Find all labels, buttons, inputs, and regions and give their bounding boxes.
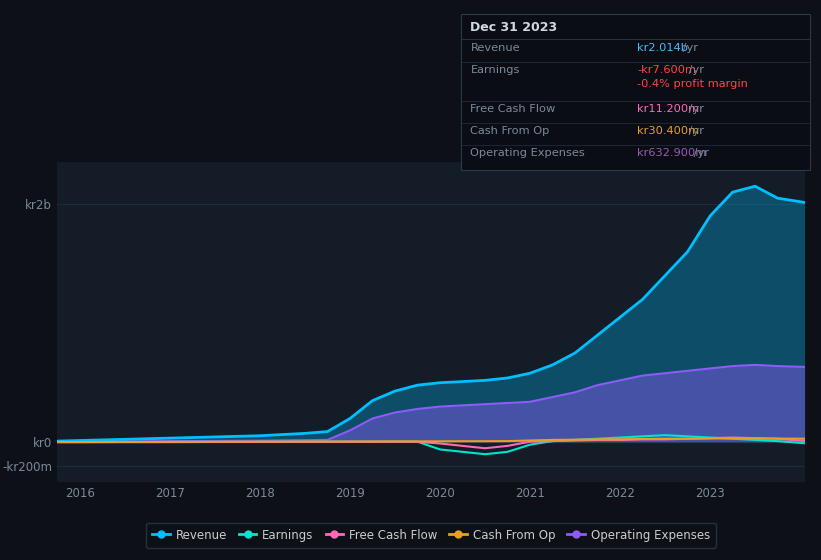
Text: /yr: /yr: [690, 148, 709, 158]
Text: Operating Expenses: Operating Expenses: [470, 148, 585, 158]
Text: /yr: /yr: [685, 65, 704, 75]
Text: Earnings: Earnings: [470, 65, 520, 75]
Text: Free Cash Flow: Free Cash Flow: [470, 104, 556, 114]
Text: kr2.014b: kr2.014b: [637, 43, 688, 53]
Text: -kr7.600m: -kr7.600m: [637, 65, 696, 75]
Text: /yr: /yr: [685, 104, 704, 114]
Text: /yr: /yr: [685, 126, 704, 136]
Text: kr30.400m: kr30.400m: [637, 126, 699, 136]
Text: kr11.200m: kr11.200m: [637, 104, 699, 114]
Text: kr632.900m: kr632.900m: [637, 148, 706, 158]
Legend: Revenue, Earnings, Free Cash Flow, Cash From Op, Operating Expenses: Revenue, Earnings, Free Cash Flow, Cash …: [146, 522, 716, 548]
Text: /yr: /yr: [680, 43, 699, 53]
Text: Revenue: Revenue: [470, 43, 520, 53]
Text: Dec 31 2023: Dec 31 2023: [470, 21, 557, 34]
Text: Cash From Op: Cash From Op: [470, 126, 550, 136]
Text: -0.4% profit margin: -0.4% profit margin: [637, 79, 748, 89]
